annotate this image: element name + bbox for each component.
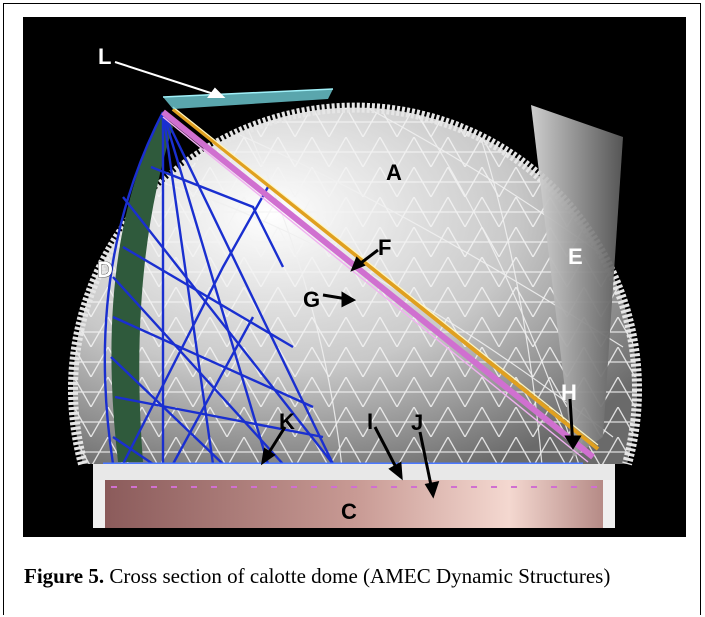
label-j: J [411, 410, 423, 435]
dome-diagram: L A D E F G H K I J C [68, 44, 642, 528]
leader-arrows [114, 61, 226, 98]
label-f: F [378, 235, 391, 260]
label-l: L [98, 44, 111, 69]
label-h: H [561, 380, 577, 405]
label-d: D [97, 257, 113, 282]
caption-label: Figure 5. [24, 564, 105, 588]
figure-caption: Figure 5. Cross section of calotte dome … [24, 564, 686, 588]
label-k: K [279, 409, 295, 434]
dome-shell [68, 102, 642, 466]
dome-figure: L A D E F G H K I J C [23, 17, 686, 537]
caption-text: Cross section of calotte dome (AMEC Dyna… [104, 564, 611, 588]
label-a: A [386, 160, 402, 185]
rails [161, 106, 600, 463]
label-c: C [341, 499, 357, 524]
base-ring [93, 464, 615, 528]
cyan-platform [162, 88, 334, 109]
label-i: I [367, 409, 373, 434]
shutter-panel [111, 112, 173, 462]
label-e: E [568, 244, 583, 269]
dome-wall-e [531, 105, 623, 457]
label-g: G [303, 287, 320, 312]
